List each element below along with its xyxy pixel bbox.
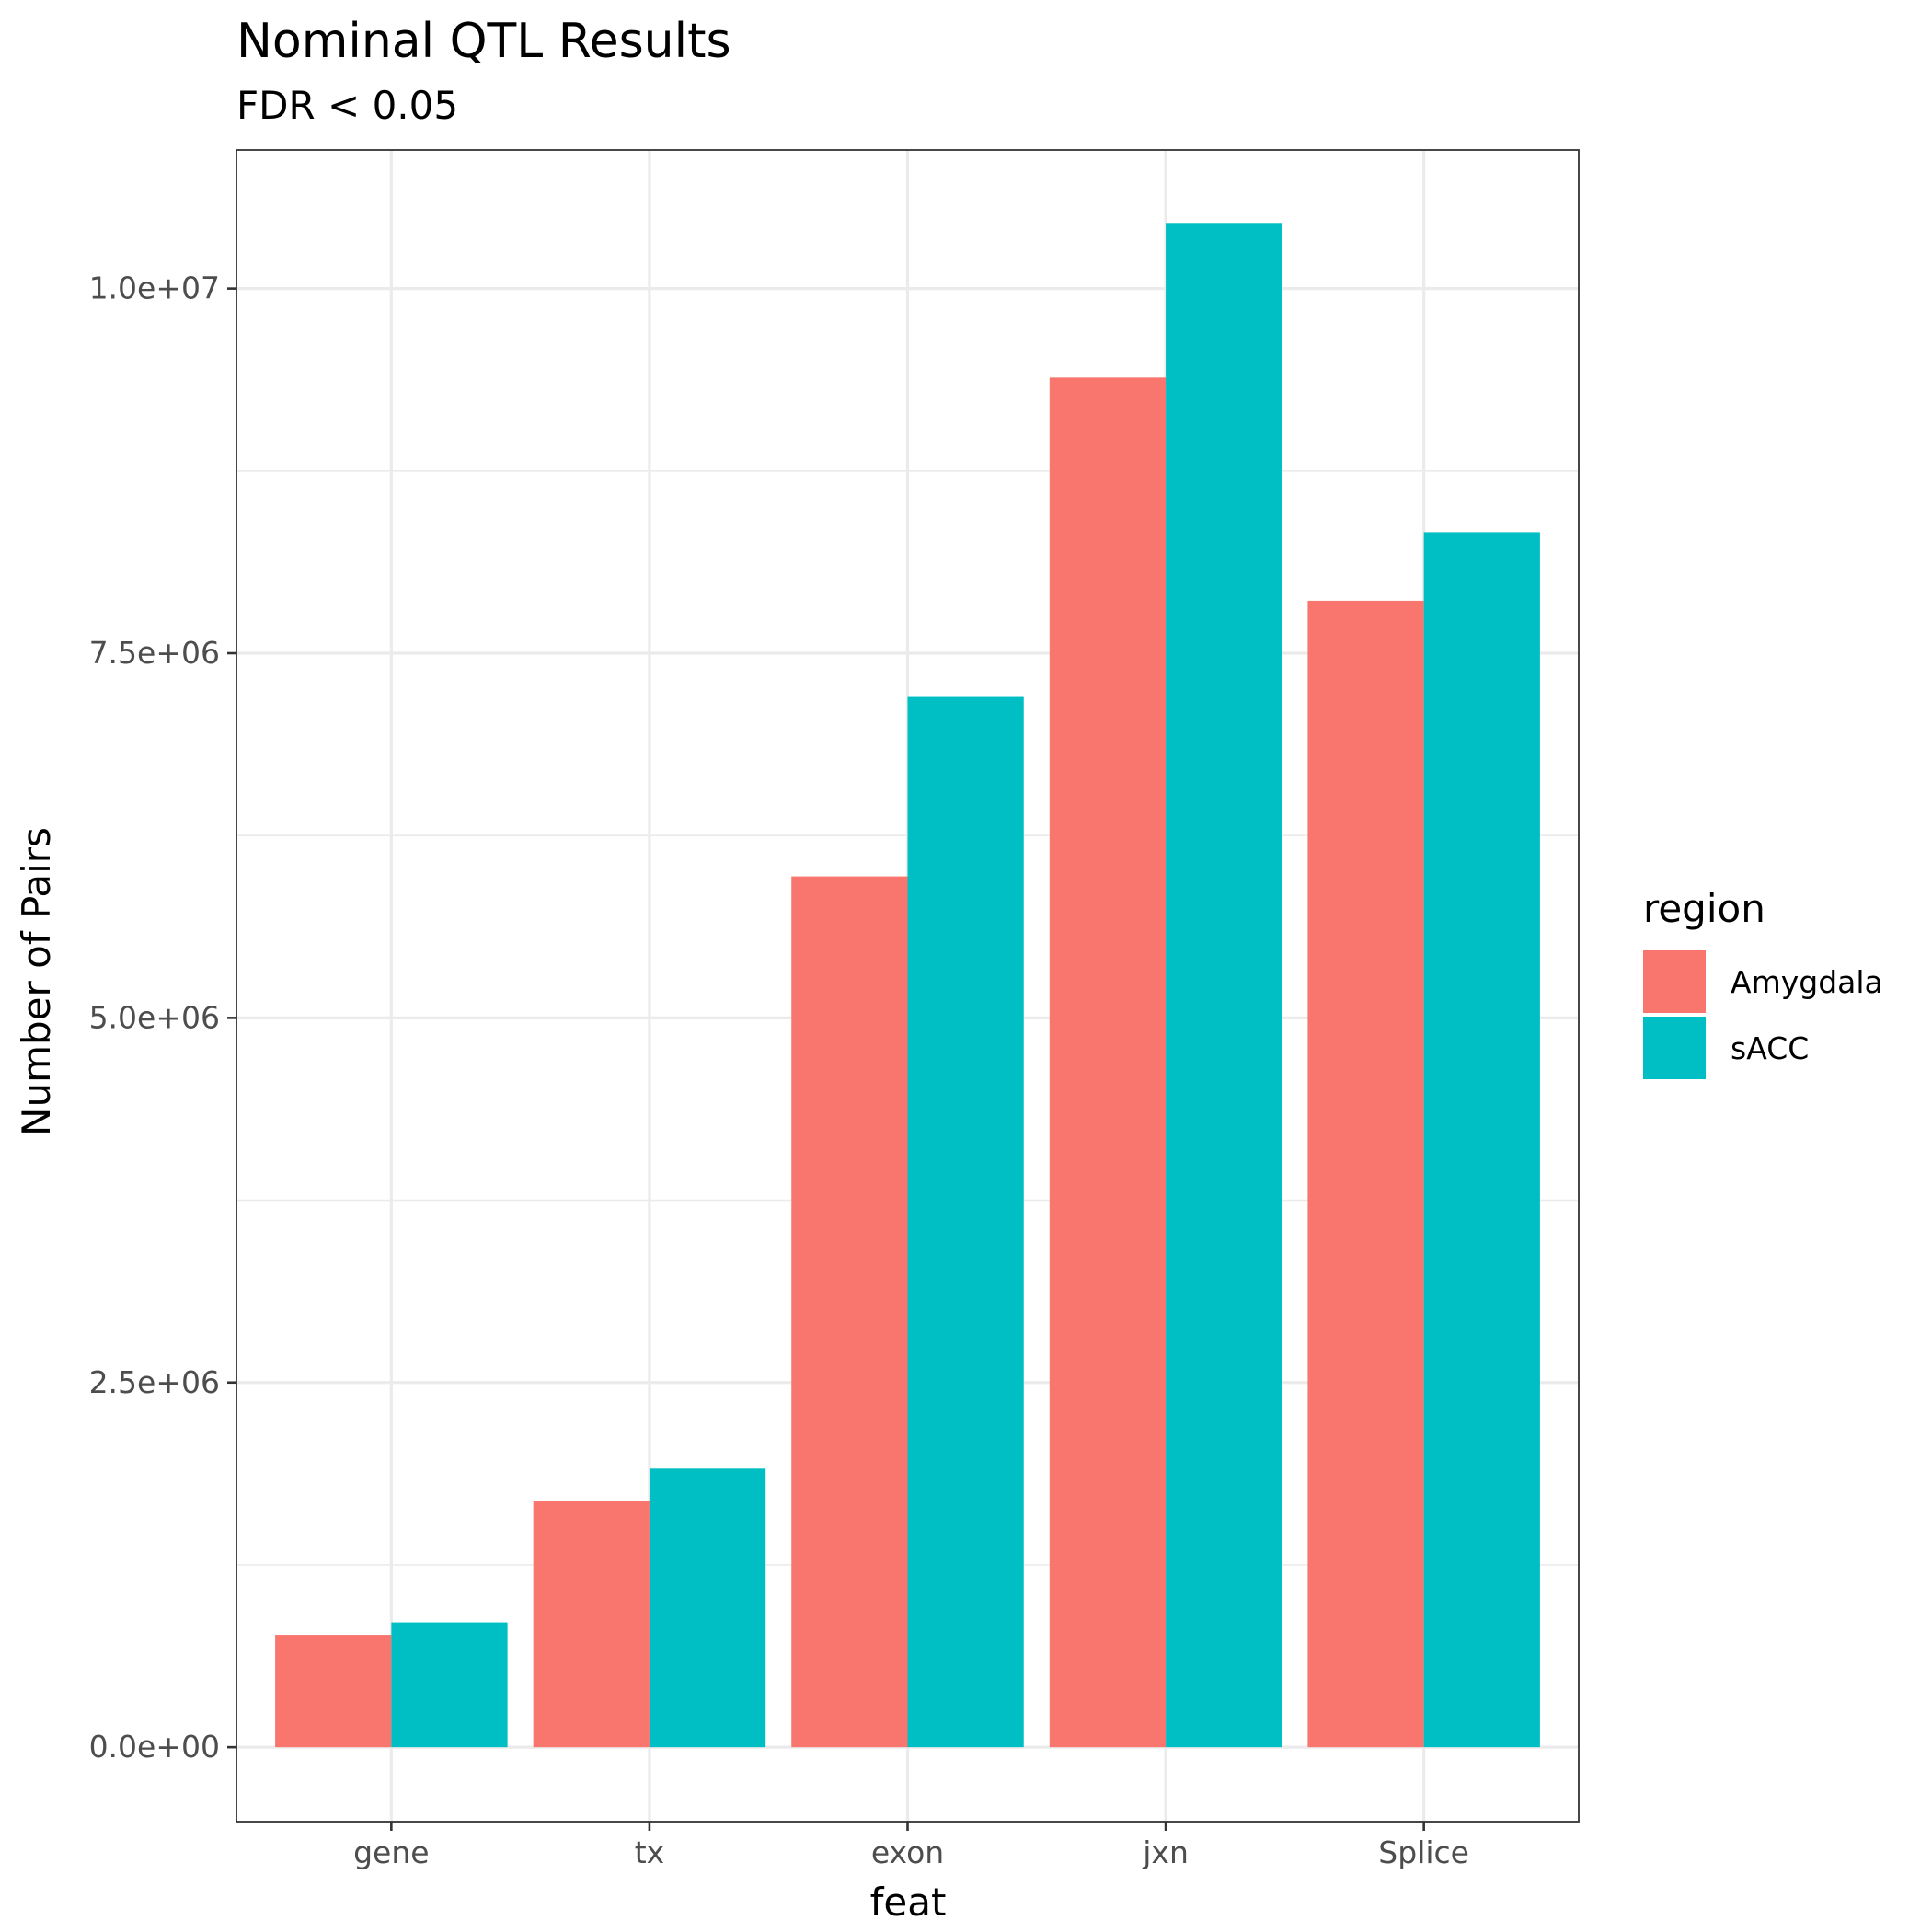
- bar-sacc-exon: [907, 696, 1024, 1748]
- x-axis-title: feat: [870, 1880, 947, 1925]
- y-axis: 0.0e+00 2.5e+06 5.0e+06 7.5e+06 1.0e+07: [89, 270, 236, 1765]
- y-tick-label: 0.0e+00: [89, 1729, 220, 1765]
- bar-amygdala-tx: [533, 1501, 650, 1748]
- x-tick-label: exon: [871, 1834, 944, 1870]
- legend-label-amygdala: Amygdala: [1731, 964, 1883, 1000]
- bar-amygdala-splice: [1307, 600, 1424, 1748]
- x-tick-label: Splice: [1378, 1834, 1469, 1870]
- bar-amygdala-exon: [791, 876, 908, 1748]
- y-tick-label: 1.0e+07: [89, 270, 220, 306]
- bar-amygdala-gene: [275, 1635, 392, 1748]
- y-axis-title: Number of Pairs: [14, 827, 59, 1136]
- x-tick-label: gene: [353, 1834, 429, 1870]
- bar-sacc-splice: [1423, 532, 1540, 1748]
- legend-label-sacc: sACC: [1731, 1030, 1809, 1066]
- legend-key-sacc: [1643, 1017, 1706, 1079]
- chart-subtitle: FDR < 0.05: [236, 83, 458, 128]
- y-tick-label: 2.5e+06: [89, 1364, 220, 1400]
- chart-title: Nominal QTL Results: [236, 14, 731, 69]
- legend-keys: Amygdala sACC: [1643, 950, 1883, 1079]
- bar-amygdala-jxn: [1049, 377, 1167, 1748]
- plot-panel: [236, 150, 1579, 1822]
- legend: region Amygdala sACC: [1643, 886, 1883, 1079]
- x-axis: gene tx exon jxn Splice: [353, 1822, 1469, 1870]
- legend-key-amygdala: [1643, 950, 1706, 1013]
- bars: [275, 223, 1540, 1748]
- x-tick-label: tx: [635, 1834, 664, 1870]
- y-tick-label: 7.5e+06: [89, 635, 220, 671]
- x-tick-label: jxn: [1142, 1834, 1189, 1870]
- bar-sacc-gene: [391, 1622, 508, 1748]
- bar-sacc-tx: [649, 1468, 766, 1748]
- bar-sacc-jxn: [1166, 223, 1282, 1748]
- legend-title: region: [1643, 886, 1765, 931]
- y-tick-label: 5.0e+06: [89, 999, 220, 1035]
